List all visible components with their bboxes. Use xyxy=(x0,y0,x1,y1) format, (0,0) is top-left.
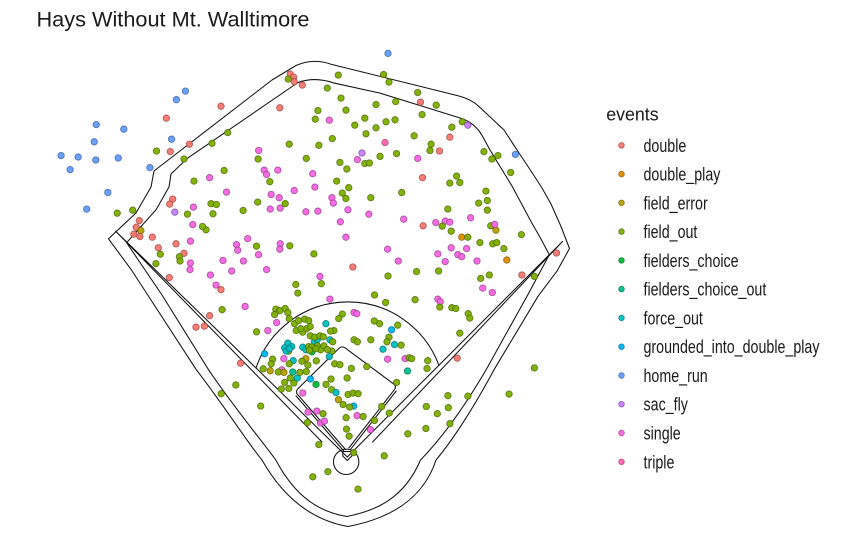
svg-text:double: double xyxy=(644,136,687,156)
svg-text:single: single xyxy=(644,424,681,444)
svg-text:field_error: field_error xyxy=(644,193,708,214)
svg-text:double_play: double_play xyxy=(644,165,721,186)
svg-text:events: events xyxy=(606,104,658,125)
svg-text:force_out: force_out xyxy=(644,308,703,329)
svg-text:field_out: field_out xyxy=(644,222,698,243)
svg-text:sac_fly: sac_fly xyxy=(644,395,688,416)
svg-text:fielders_choice_out: fielders_choice_out xyxy=(644,280,767,301)
svg-text:Hays Without Mt. Walltimore: Hays Without Mt. Walltimore xyxy=(37,9,310,32)
svg-text:fielders_choice: fielders_choice xyxy=(644,251,739,272)
svg-text:triple: triple xyxy=(644,452,675,472)
svg-text:home_run: home_run xyxy=(644,366,708,387)
svg-text:grounded_into_double_play: grounded_into_double_play xyxy=(644,337,820,358)
